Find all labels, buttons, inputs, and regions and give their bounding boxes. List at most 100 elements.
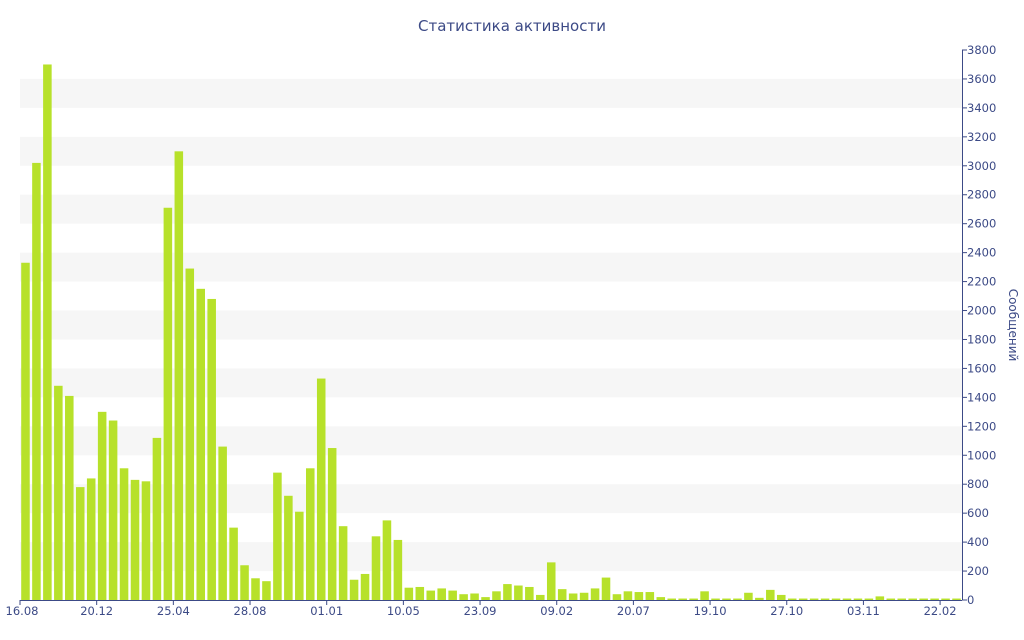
grid-band <box>20 194 962 224</box>
grid-band <box>20 78 962 108</box>
bar <box>755 597 764 600</box>
grid-band <box>20 310 962 340</box>
bar <box>349 579 359 600</box>
bar <box>174 151 184 600</box>
bar <box>262 581 271 600</box>
bar <box>689 598 698 600</box>
bar <box>32 162 41 600</box>
bar <box>919 598 928 600</box>
x-tick-label: 03.11 <box>847 604 880 618</box>
bar <box>525 586 534 600</box>
bar <box>251 578 260 600</box>
bar <box>240 565 249 600</box>
bar <box>437 588 446 600</box>
bar <box>711 598 720 600</box>
bar <box>798 598 808 600</box>
y-tick-label: 1800 <box>967 332 996 346</box>
bar <box>612 594 622 600</box>
bar <box>831 598 841 600</box>
bar <box>766 589 775 600</box>
bar <box>634 592 644 600</box>
bar <box>327 448 337 600</box>
x-tick-label: 10.05 <box>387 604 420 618</box>
bar <box>404 587 414 600</box>
bar <box>514 585 523 600</box>
x-tick-label: 19.10 <box>694 604 727 618</box>
bar <box>952 598 961 600</box>
bar <box>481 597 490 600</box>
bar <box>601 577 611 600</box>
x-tick-label: 20.07 <box>617 604 650 618</box>
bar <box>908 598 917 600</box>
y-tick-label: 0 <box>967 593 974 607</box>
grid-band <box>20 136 962 166</box>
bar <box>536 594 545 600</box>
bar <box>316 378 326 600</box>
bar <box>492 591 501 600</box>
bar <box>371 536 381 600</box>
bar <box>842 598 852 600</box>
bar <box>119 468 129 600</box>
bar <box>415 586 425 600</box>
bar <box>306 468 315 600</box>
bar <box>426 590 436 600</box>
bar <box>196 288 205 600</box>
bar <box>338 526 348 600</box>
grid-band <box>20 252 962 282</box>
bar <box>360 573 370 600</box>
bar <box>744 592 753 600</box>
y-tick-label: 3000 <box>967 159 996 173</box>
bar <box>43 64 52 601</box>
bar <box>645 592 655 600</box>
grid-band <box>20 426 962 456</box>
y-tick-label: 3800 <box>967 43 996 57</box>
y-tick-label: 1200 <box>967 419 996 433</box>
x-tick-label: 01.01 <box>310 604 343 618</box>
bar <box>809 598 819 600</box>
y-tick-label: 200 <box>967 564 989 578</box>
axes-group: 0 200 400 600 800 1000 1200 1400 1600 1800 2000 220… <box>6 43 997 618</box>
bar <box>875 596 885 600</box>
bar <box>623 591 633 600</box>
grid-bands <box>20 78 962 572</box>
bar <box>21 262 30 600</box>
y-tick-label: 3200 <box>967 130 996 144</box>
bar <box>75 487 85 600</box>
bar <box>864 598 874 600</box>
bar <box>163 207 173 600</box>
bar <box>787 598 797 600</box>
y-tick-label: 800 <box>967 477 989 491</box>
bar <box>108 420 118 600</box>
bar <box>930 598 939 600</box>
y-tick-label: 600 <box>967 506 989 520</box>
grid-band <box>20 542 962 572</box>
bar <box>546 562 556 600</box>
bar <box>54 385 63 600</box>
y-tick-label: 2400 <box>967 246 996 260</box>
bar <box>667 598 676 600</box>
y-tick-label: 3600 <box>967 72 996 86</box>
x-tick-label: 09.02 <box>540 604 573 618</box>
y-tick-label: 1600 <box>967 361 996 375</box>
bar <box>295 511 304 600</box>
bar <box>700 591 709 600</box>
bar <box>897 598 907 600</box>
bar <box>733 598 742 600</box>
bar <box>886 598 896 600</box>
bar <box>86 478 96 600</box>
y-tick-label: 2200 <box>967 275 996 289</box>
bar <box>382 520 392 600</box>
bar <box>393 539 403 600</box>
bar <box>207 298 216 600</box>
bar <box>941 598 950 600</box>
y-tick-label: 400 <box>967 535 989 549</box>
grid-band <box>20 484 962 514</box>
bar <box>185 268 195 600</box>
bar <box>678 598 687 600</box>
y-axis-label: Сообщений <box>1006 289 1020 362</box>
x-tick-label: 28.08 <box>234 604 267 618</box>
x-tick-label: 22.02 <box>924 604 957 618</box>
bar <box>557 589 567 600</box>
